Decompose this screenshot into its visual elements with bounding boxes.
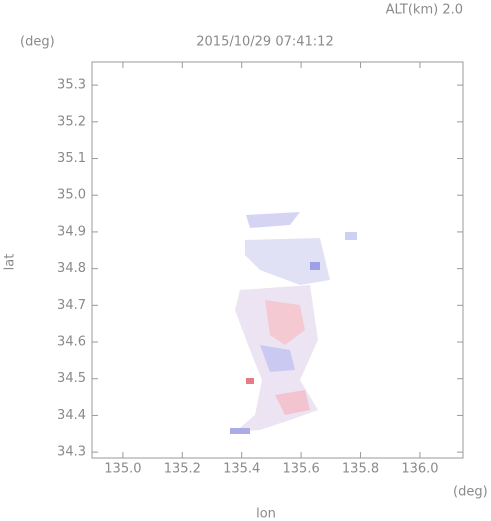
y-tick-label: 34.9 [57, 224, 86, 239]
y-unit: (deg) [20, 35, 55, 50]
x-tick-label: 135.4 [223, 462, 260, 477]
y-tick-label: 34.3 [57, 445, 86, 460]
y-tick-label: 34.7 [57, 298, 86, 313]
echo-field [230, 212, 357, 434]
echo [265, 300, 305, 345]
echo [260, 345, 295, 372]
y-tick-label: 35.1 [57, 151, 86, 166]
y-tick-label: 34.5 [57, 371, 86, 386]
x-tick-label: 135.2 [164, 462, 201, 477]
echo [246, 212, 300, 228]
echo [275, 390, 310, 415]
x-axis-label: lon [256, 507, 276, 521]
y-tick-label: 34.8 [57, 261, 86, 276]
echo [230, 428, 250, 434]
y-tick-label: 35.0 [57, 188, 86, 203]
y-tick-label: 35.3 [57, 78, 86, 93]
x-tick-label: 135.8 [342, 462, 379, 477]
y-tick-label: 34.4 [57, 408, 86, 423]
altitude: ALT(km) 2.0 [386, 3, 463, 18]
chart-title: 2015/10/29 07:41:12 [196, 35, 333, 50]
echo [345, 232, 357, 240]
x-unit: (deg) [453, 485, 488, 500]
x-tick-label: 136.0 [401, 462, 438, 477]
y-tick-label: 35.2 [57, 114, 86, 129]
echo [246, 378, 254, 384]
y-tick-label: 34.6 [57, 335, 86, 350]
plot-frame [91, 61, 464, 459]
x-tick-label: 135.6 [283, 462, 320, 477]
y-axis-label: lat [3, 254, 18, 271]
echo [245, 238, 330, 285]
echo [310, 262, 320, 270]
x-tick-label: 135.0 [104, 462, 141, 477]
